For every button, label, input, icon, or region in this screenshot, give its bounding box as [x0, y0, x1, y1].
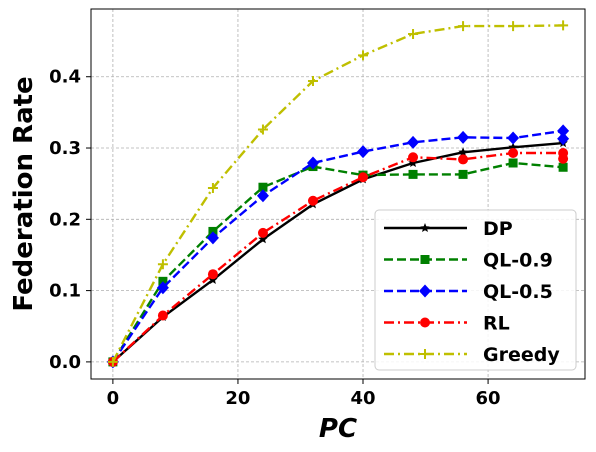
data-point-rl: [258, 228, 268, 238]
legend-label-dp: DP: [483, 218, 513, 240]
data-point-rl: [458, 154, 468, 164]
data-point-rl: [408, 152, 418, 162]
data-point-rl: [208, 269, 218, 279]
legend-label-ql-0-9: QL-0.9: [483, 250, 553, 272]
data-point-ql-0-9: [409, 170, 418, 179]
data-point-rl: [158, 311, 168, 321]
y-tick-label: 0.4: [49, 67, 81, 88]
legend-label-ql-0-5: QL-0.5: [483, 281, 553, 303]
y-axis-title: Federation Rate: [9, 76, 39, 311]
x-axis-title: PC: [319, 414, 357, 444]
legend: DP QL-0.9 QL-0.5 RL Greedy: [375, 210, 576, 370]
legend-label-greedy: Greedy: [483, 344, 560, 366]
data-point-rl: [358, 172, 368, 182]
data-point-rl: [308, 196, 318, 206]
legend-marker-ql-0-9: [421, 255, 430, 264]
data-point-rl: [558, 154, 568, 164]
y-tick-label: 0.0: [49, 352, 81, 373]
legend-marker-rl: [420, 318, 430, 328]
x-tick-label: 40: [350, 388, 375, 409]
x-tick-label: 20: [225, 388, 250, 409]
data-point-ql-0-9: [459, 170, 468, 179]
data-point-ql-0-9: [559, 163, 568, 172]
y-tick-label: 0.1: [49, 281, 81, 302]
legend-label-rl: RL: [483, 313, 510, 335]
x-tick-label: 0: [107, 388, 120, 409]
y-tick-label: 0.3: [49, 138, 81, 159]
y-tick-label: 0.2: [49, 209, 81, 230]
x-tick-label: 60: [476, 388, 501, 409]
data-point-ql-0-9: [509, 158, 518, 167]
data-point-rl: [508, 148, 518, 158]
